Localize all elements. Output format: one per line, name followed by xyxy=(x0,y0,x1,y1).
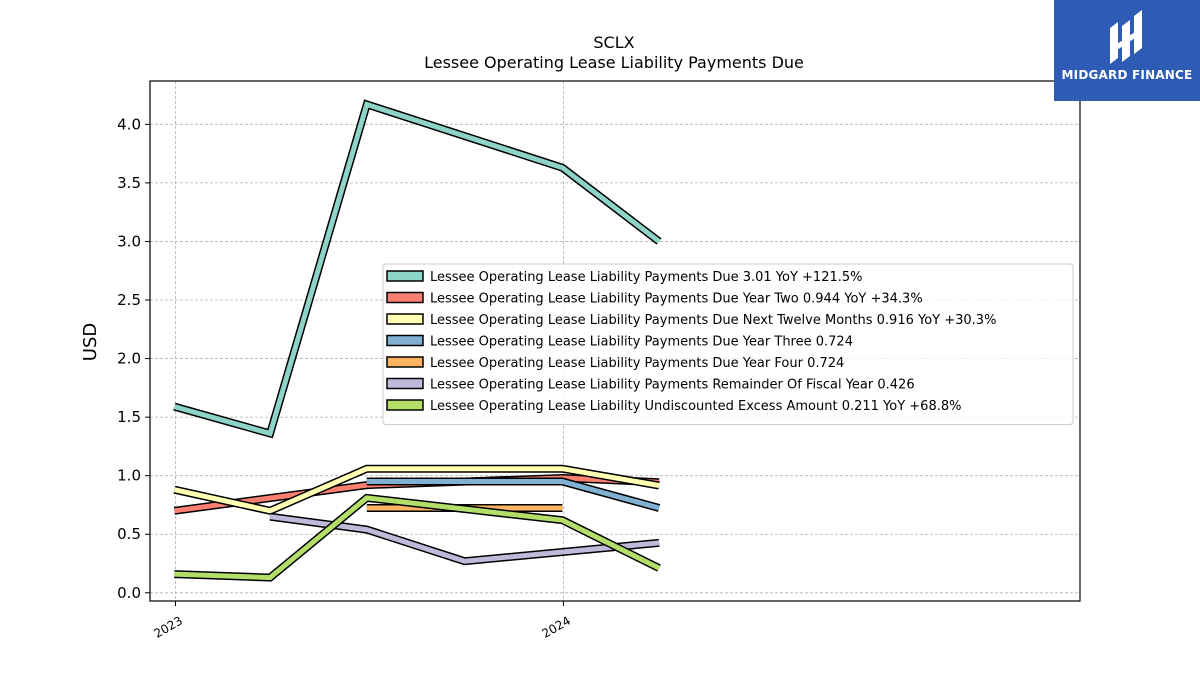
x-tick-label: 2023 xyxy=(152,613,185,640)
series-layer xyxy=(173,99,662,582)
logo-text: MIDGARD FINANCE xyxy=(1061,68,1193,82)
legend-swatch xyxy=(386,313,424,325)
legend-item: Lessee Operating Lease Liability Payment… xyxy=(386,356,844,371)
series-line-fill xyxy=(269,514,660,564)
y-tick-label: 1.0 xyxy=(117,467,141,485)
legend-item: Lessee Operating Lease Liability Payment… xyxy=(386,291,923,307)
legend-swatch xyxy=(386,291,424,304)
legend-swatch xyxy=(386,377,424,390)
plot-frame xyxy=(149,80,1081,602)
legend-label: Lessee Operating Lease Liability Payment… xyxy=(430,335,853,350)
legend-item: Lessee Operating Lease Liability Payment… xyxy=(386,334,853,350)
legend-frame xyxy=(382,263,1074,425)
legend-label: Lessee Operating Lease Liability Payment… xyxy=(430,378,915,393)
legend-swatch xyxy=(386,270,424,282)
series-line-fill xyxy=(366,479,660,511)
y-tick-label: 0.5 xyxy=(117,525,141,543)
y-tick-label: 4.0 xyxy=(117,115,141,133)
legend-item: Lessee Operating Lease Liability Payment… xyxy=(386,377,915,393)
x-tick-label: 2024 xyxy=(539,613,572,640)
legend-label: Lessee Operating Lease Liability Undisco… xyxy=(430,399,961,414)
series-line xyxy=(269,512,660,566)
series-line xyxy=(174,493,661,582)
series-line xyxy=(173,99,662,439)
y-tick-label: 2.0 xyxy=(117,350,141,368)
legend-label: Lessee Operating Lease Liability Payment… xyxy=(430,270,863,285)
chart-title: SCLX xyxy=(593,33,634,52)
series-line-fill xyxy=(174,495,661,581)
legend-label: Lessee Operating Lease Liability Payment… xyxy=(430,356,844,371)
series-line xyxy=(173,464,660,515)
midgard-logo-icon xyxy=(1110,10,1142,64)
midgard-finance-logo: MIDGARD FINANCE xyxy=(1054,0,1200,101)
axes: 0.0 0.5 1.0 1.5 2.0 2.5 3.0 3.5 4.0 2023 2024 xyxy=(117,80,1081,641)
y-tick-label: 3.5 xyxy=(117,174,141,192)
y-tick-label: 3.0 xyxy=(117,232,141,250)
series-line xyxy=(366,477,661,512)
y-axis-label: USD xyxy=(80,323,101,361)
series-line-fill xyxy=(173,466,660,514)
y-tick-label: 2.5 xyxy=(117,291,141,309)
chart-subtitle: Lessee Operating Lease Liability Payment… xyxy=(424,53,804,72)
legend-label: Lessee Operating Lease Liability Payment… xyxy=(430,292,923,307)
y-tick-label: 1.5 xyxy=(117,408,141,426)
y-tick-label: 0.0 xyxy=(117,584,141,602)
legend-item: Lessee Operating Lease Liability Payment… xyxy=(386,313,996,328)
legend-item: Lessee Operating Lease Liability Undisco… xyxy=(386,399,961,414)
legend-swatch xyxy=(386,334,424,347)
legend-label: Lessee Operating Lease Liability Payment… xyxy=(430,313,996,328)
legend: Lessee Operating Lease Liability Payment… xyxy=(382,263,1074,425)
legend-item: Lessee Operating Lease Liability Payment… xyxy=(386,270,863,285)
legend-swatch xyxy=(386,356,424,368)
series-line-fill xyxy=(173,101,661,437)
legend-swatch xyxy=(386,399,424,411)
